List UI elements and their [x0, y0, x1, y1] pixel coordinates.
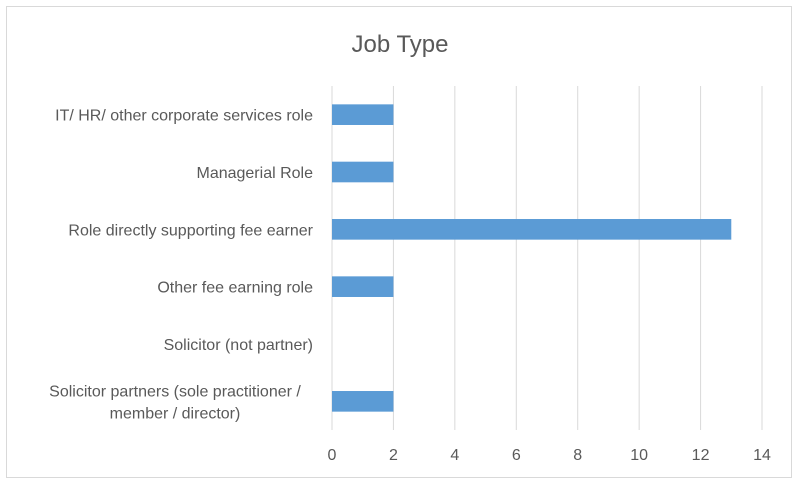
gridlines — [331, 86, 763, 430]
x-tick-label-6: 12 — [692, 447, 710, 464]
bar-5 — [332, 391, 394, 412]
category-label-2: Role directly supporting fee earner — [68, 222, 313, 239]
category-label-3: Other fee earning role — [157, 280, 313, 297]
x-tick-label-5: 10 — [630, 447, 648, 464]
x-tick-labels: 0 2 4 6 8 10 12 14 — [328, 447, 771, 464]
bars — [332, 104, 732, 412]
bar-0 — [332, 104, 394, 125]
bar-3 — [332, 276, 394, 297]
chart-title: Job Type — [352, 31, 449, 58]
category-labels: IT/ HR/ other corporate services role Man… — [49, 108, 314, 423]
x-tick-label-4: 8 — [573, 447, 582, 464]
category-label-5: Solicitor partners (sole practitioner / m… — [49, 383, 301, 422]
x-tick-label-2: 4 — [450, 447, 459, 464]
bar-2 — [332, 219, 732, 240]
x-tick-label-3: 6 — [512, 447, 521, 464]
x-tick-label-7: 14 — [753, 447, 771, 464]
chart-frame — [6, 6, 792, 478]
category-label-0: IT/ HR/ other corporate services role — [55, 108, 313, 125]
bar-1 — [332, 161, 394, 183]
category-label-1: Managerial Role — [196, 165, 313, 182]
x-tick-label-1: 2 — [389, 447, 398, 464]
category-label-4: Solicitor (not partner) — [164, 337, 313, 354]
x-tick-label-0: 0 — [328, 447, 337, 464]
